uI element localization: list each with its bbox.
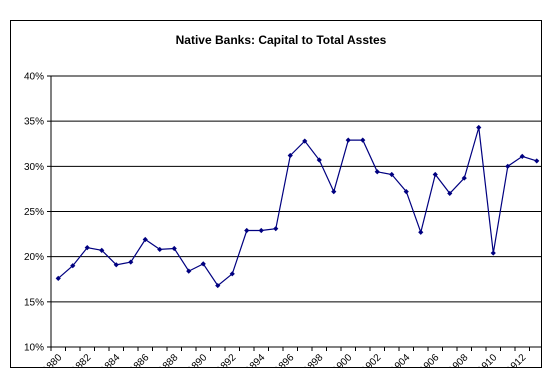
data-point — [99, 247, 105, 253]
y-tick-label: 25% — [24, 207, 44, 218]
x-tick-label: 1898 — [302, 352, 326, 367]
data-point — [84, 245, 90, 251]
series — [55, 124, 540, 289]
y-axis-ticks: 10% 15% 20% 25% 30% 35% 40% — [24, 72, 51, 354]
data-point — [273, 226, 279, 232]
y-tick-label: 20% — [24, 252, 44, 263]
x-tick-label: 1888 — [157, 352, 181, 367]
y-tick-label: 40% — [24, 72, 44, 83]
data-point — [171, 245, 177, 252]
data-point — [316, 157, 322, 163]
data-point — [505, 163, 511, 169]
data-point — [302, 138, 308, 144]
y-tick-label: 35% — [24, 117, 44, 128]
data-point — [534, 158, 540, 164]
data-point — [360, 137, 366, 143]
x-tick-label: 1890 — [186, 352, 210, 367]
data-point — [461, 175, 467, 181]
x-tick-label: 1894 — [244, 352, 268, 367]
data-point — [331, 189, 337, 195]
y-tick-label: 10% — [24, 343, 44, 354]
x-tick-label: 1884 — [99, 352, 123, 367]
line-chart: Native Banks: Capital to Total Asstes 10… — [24, 33, 541, 367]
data-point — [113, 262, 119, 268]
gridlines — [51, 75, 541, 348]
data-point — [519, 153, 525, 159]
y-tick-label: 30% — [24, 162, 44, 173]
data-point — [55, 275, 61, 281]
data-point — [345, 137, 351, 143]
data-point — [432, 171, 438, 178]
x-tick-label: 1880 — [41, 352, 65, 367]
x-tick-label: 1892 — [215, 352, 239, 367]
data-point — [258, 227, 264, 234]
data-point — [128, 259, 134, 265]
x-tick-label: 1910 — [476, 352, 500, 367]
x-tick-label: 1906 — [418, 352, 442, 367]
y-tick-label: 15% — [24, 297, 44, 308]
data-point — [374, 169, 380, 175]
data-point — [157, 246, 163, 253]
chart-title: Native Banks: Capital to Total Asstes — [176, 33, 387, 47]
data-point — [142, 236, 148, 243]
x-tick-label: 1912 — [505, 352, 529, 367]
x-tick-label: 1908 — [447, 352, 471, 367]
x-tick-label: 1904 — [389, 352, 413, 367]
chart-area: Native Banks: Capital to Total Asstes 10… — [10, 20, 542, 368]
data-point — [418, 229, 424, 235]
data-point — [244, 227, 250, 234]
data-point — [490, 250, 496, 256]
series-line — [57, 127, 537, 287]
data-point — [215, 282, 221, 289]
data-point — [476, 124, 482, 131]
data-point — [403, 189, 409, 195]
x-tick-label: 1902 — [360, 352, 384, 367]
x-tick-label: 1900 — [331, 352, 355, 367]
data-point — [389, 171, 395, 178]
data-point — [447, 190, 453, 197]
data-point — [186, 268, 192, 274]
x-tick-label: 1882 — [70, 352, 94, 367]
x-tick-label: 1886 — [128, 352, 152, 367]
data-point — [287, 152, 293, 159]
x-tick-label: 1896 — [273, 352, 297, 367]
x-axis-ticks: 1880 1882 1884 1886 1888 1890 1892 1894 1896 1898… — [41, 347, 530, 367]
